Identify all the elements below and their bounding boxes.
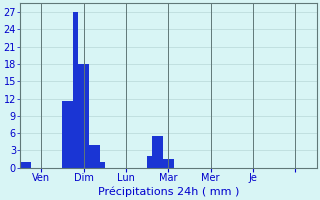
Bar <box>25 162 31 168</box>
Bar <box>62 101 68 168</box>
Bar <box>168 159 174 168</box>
Bar <box>73 12 78 168</box>
Bar <box>78 64 84 168</box>
Bar <box>94 145 100 168</box>
Bar <box>84 64 89 168</box>
Bar <box>100 162 105 168</box>
Bar <box>68 101 73 168</box>
Bar <box>152 136 158 168</box>
Bar <box>89 145 94 168</box>
Bar <box>20 162 25 168</box>
Bar <box>163 159 168 168</box>
X-axis label: Précipitations 24h ( mm ): Précipitations 24h ( mm ) <box>98 186 239 197</box>
Bar <box>147 156 152 168</box>
Bar <box>158 136 163 168</box>
